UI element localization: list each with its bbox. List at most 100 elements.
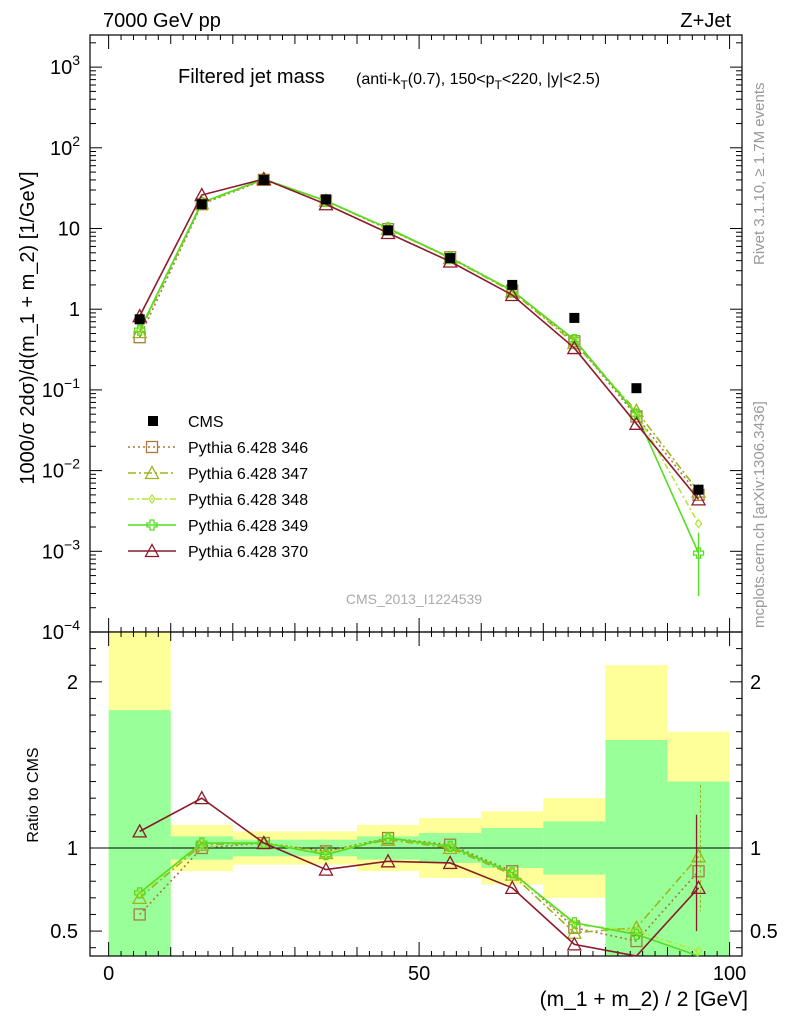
- ratio-series-point: [320, 848, 332, 861]
- plot-title-sub: (anti-kT(0.7), 150<pT<220, |y|<2.5): [356, 71, 600, 92]
- series-point: [566, 340, 582, 355]
- legend-item: Pythia 6.428 347: [128, 465, 308, 483]
- uncertainty-band-green: [108, 710, 171, 956]
- y-tick-label-base: 10: [50, 57, 72, 79]
- data-point: [445, 253, 456, 264]
- y-tick-label-base: 10: [42, 461, 64, 483]
- data-series: [134, 174, 704, 495]
- uncertainty-band-green: [667, 781, 730, 956]
- main-frame: [89, 34, 743, 633]
- ratio-y-tick-label-right: 2: [750, 672, 761, 694]
- ratio-y-tick-label: 0.5: [50, 921, 78, 943]
- legend-label: Pythia 6.428 346: [188, 440, 308, 457]
- legend-item: Pythia 6.428 346: [128, 440, 308, 457]
- xlabel: (m_1 + m_2) / 2 [GeV]: [540, 988, 748, 1011]
- ratio-series-line: [139, 797, 700, 957]
- legend-marker: [144, 465, 160, 480]
- ratio-ylabel: Ratio to CMS: [25, 747, 42, 842]
- ratio-series-point: [630, 928, 643, 941]
- ratio-error-bars: [695, 784, 702, 932]
- y-tick-label: 10−2: [42, 456, 80, 483]
- header-right: Z+Jet: [680, 10, 731, 32]
- y-tick-label-base: 10: [42, 380, 64, 402]
- ratio-y-tick-label-right: 1: [750, 838, 761, 860]
- legend-label: CMS: [188, 414, 224, 431]
- data-point: [258, 174, 269, 185]
- legend-item: Pythia 6.428 348: [128, 492, 308, 509]
- ratio-series-point: [194, 836, 210, 851]
- ratio-y-tick-label: 2: [67, 672, 78, 694]
- header-left: 7000 GeV pp: [103, 10, 221, 32]
- y-tick-label-exp: −4: [64, 617, 80, 633]
- ratio-series-point: [256, 835, 272, 850]
- ratio-series-point: [197, 837, 206, 849]
- ratio-series-point: [196, 837, 208, 849]
- title-sub-subscript: T: [495, 78, 503, 92]
- ratio-series-point: [318, 861, 334, 876]
- series-point: [692, 547, 705, 559]
- title-sub-part: <220, |y|<2.5): [502, 71, 600, 88]
- ratio-series-point: [504, 880, 520, 895]
- ratio-series-point: [446, 841, 454, 852]
- ratio-y-tick-label-right: 0.5: [750, 921, 778, 943]
- ratio-series-4: [132, 790, 707, 957]
- legend-item-cms: CMS: [148, 414, 224, 431]
- ratio-series-point: [566, 936, 582, 951]
- y-tick-label: 103: [50, 52, 80, 79]
- series-line: [138, 178, 700, 500]
- ratio-series-point: [133, 908, 146, 921]
- ratio-series-point: [444, 840, 456, 852]
- y-tick-label-exp: 2: [72, 133, 80, 149]
- series-point: [630, 408, 643, 420]
- data-point: [693, 484, 704, 495]
- y-tick-label: 10−1: [42, 375, 80, 402]
- ratio-series-point: [384, 832, 392, 844]
- ratio-series-line: [139, 837, 700, 942]
- y-tick-label-exp: −3: [64, 536, 80, 552]
- plot-title: Filtered jet mass (anti-kT(0.7), 150<pT<…: [178, 66, 600, 92]
- ratio-series-point: [568, 917, 580, 929]
- legend-item: Pythia 6.428 349: [128, 518, 308, 535]
- x-tick-label: 100: [713, 963, 746, 985]
- legend-marker: [144, 543, 160, 558]
- y-tick-label-base: 10: [42, 622, 64, 644]
- series-point: [694, 518, 703, 529]
- y-tick-label-exp: −1: [64, 375, 80, 391]
- ratio-series-point: [194, 790, 210, 805]
- ratio-series-point: [690, 880, 707, 895]
- plot-title-main: Filtered jet mass: [178, 66, 325, 88]
- legend: CMS Pythia 6.428 346 Pythia 6.428 347 Pythi…: [128, 414, 308, 561]
- mcplots-label: mcplots.cern.ch [arXiv:1306.3436]: [751, 401, 768, 628]
- data-point: [631, 383, 642, 394]
- legend-marker: [146, 519, 158, 531]
- ratio-series-point: [506, 867, 518, 879]
- series-point: [690, 491, 707, 506]
- ratio-panel: 0 50 100 2 2 1 1 0.5 0.5: [50, 631, 778, 985]
- series-point: [135, 325, 144, 336]
- series-line: [138, 178, 700, 554]
- data-point: [507, 279, 518, 290]
- legend-label: Pythia 6.428 348: [188, 492, 308, 509]
- series-point: [504, 287, 520, 302]
- ratio-series-line: [139, 837, 699, 957]
- legend-item: Pythia 6.428 370: [128, 543, 308, 561]
- ratio-series-point: [442, 855, 458, 870]
- y-tick-label-exp: 3: [72, 52, 80, 68]
- rivet-label: Rivet 3.1.10, ≥ 1.7M events: [751, 83, 768, 266]
- title-sub-subscript: T: [400, 78, 408, 92]
- ratio-y-tick-label: 1: [67, 838, 78, 860]
- ratio-series-point: [690, 848, 707, 863]
- title-sub-part: (anti-k: [356, 71, 401, 88]
- ratio-series-point: [628, 919, 645, 934]
- series-point: [628, 415, 645, 430]
- legend-marker: [148, 416, 158, 426]
- ratio-series-point: [694, 945, 703, 957]
- series-point: [568, 333, 580, 346]
- ratio-series-3: [134, 832, 699, 957]
- main-ylabel: 1000/σ 2dσ)/d(m_1 + m_2) [1/GeV]: [17, 171, 39, 484]
- y-tick-label-base: 10: [50, 138, 72, 160]
- ratio-frame: [89, 631, 743, 957]
- watermark: CMS_2013_I1224539: [346, 591, 482, 607]
- ratio-series-line: [139, 838, 700, 934]
- ratio-series-point: [382, 832, 394, 844]
